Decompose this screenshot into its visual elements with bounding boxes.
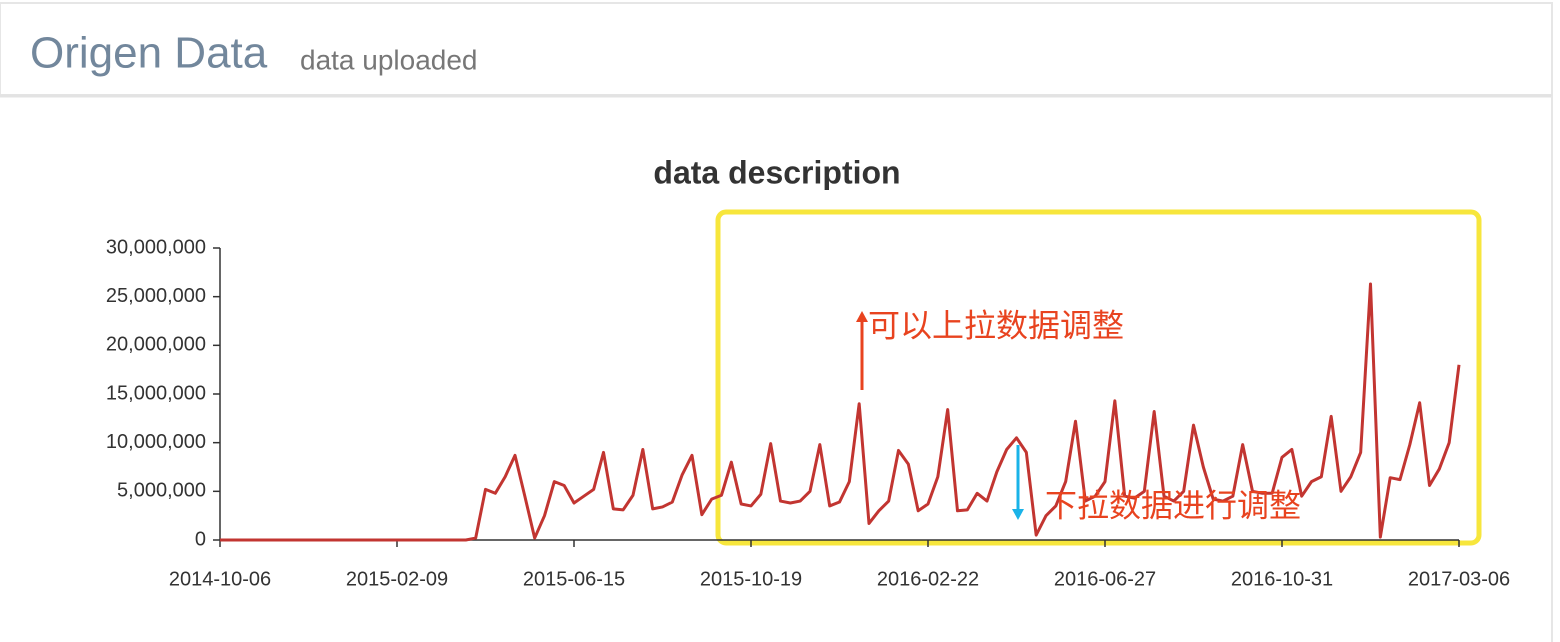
- down-arrow-head: [1012, 509, 1024, 520]
- y-tick-label: 10,000,000: [106, 431, 206, 453]
- chart-title: data description: [653, 154, 900, 190]
- y-tick-label: 20,000,000: [106, 334, 206, 356]
- x-tick-label: 2015-02-09: [346, 568, 448, 590]
- y-tick-label: 5,000,000: [117, 480, 206, 502]
- x-tick-label: 2014-10-06: [169, 568, 271, 590]
- data-line: [220, 282, 1461, 542]
- x-tick-label: 2016-06-27: [1054, 568, 1156, 590]
- annotation: 下拉数据进行调整: [1045, 487, 1301, 523]
- x-tick-label: 2015-06-15: [523, 568, 625, 590]
- up-arrow-head: [856, 311, 868, 322]
- annotation: 可以上拉数据调整: [868, 307, 1124, 343]
- x-tick-label: 2015-10-19: [700, 568, 802, 590]
- x-tick-label: 2017-03-06: [1408, 568, 1510, 590]
- header-title: Origen Data: [30, 29, 268, 78]
- y-tick-label: 25,000,000: [106, 285, 206, 307]
- y-tick-label: 0: [195, 528, 206, 550]
- y-tick-label: 30,000,000: [106, 236, 206, 258]
- header-subtitle: data uploaded: [300, 44, 478, 75]
- x-tick-label: 2016-10-31: [1231, 568, 1333, 590]
- x-tick-label: 2016-02-22: [877, 568, 979, 590]
- header-panel: [0, 2, 1553, 96]
- highlight-box: [715, 209, 1482, 546]
- y-tick-label: 15,000,000: [106, 382, 206, 404]
